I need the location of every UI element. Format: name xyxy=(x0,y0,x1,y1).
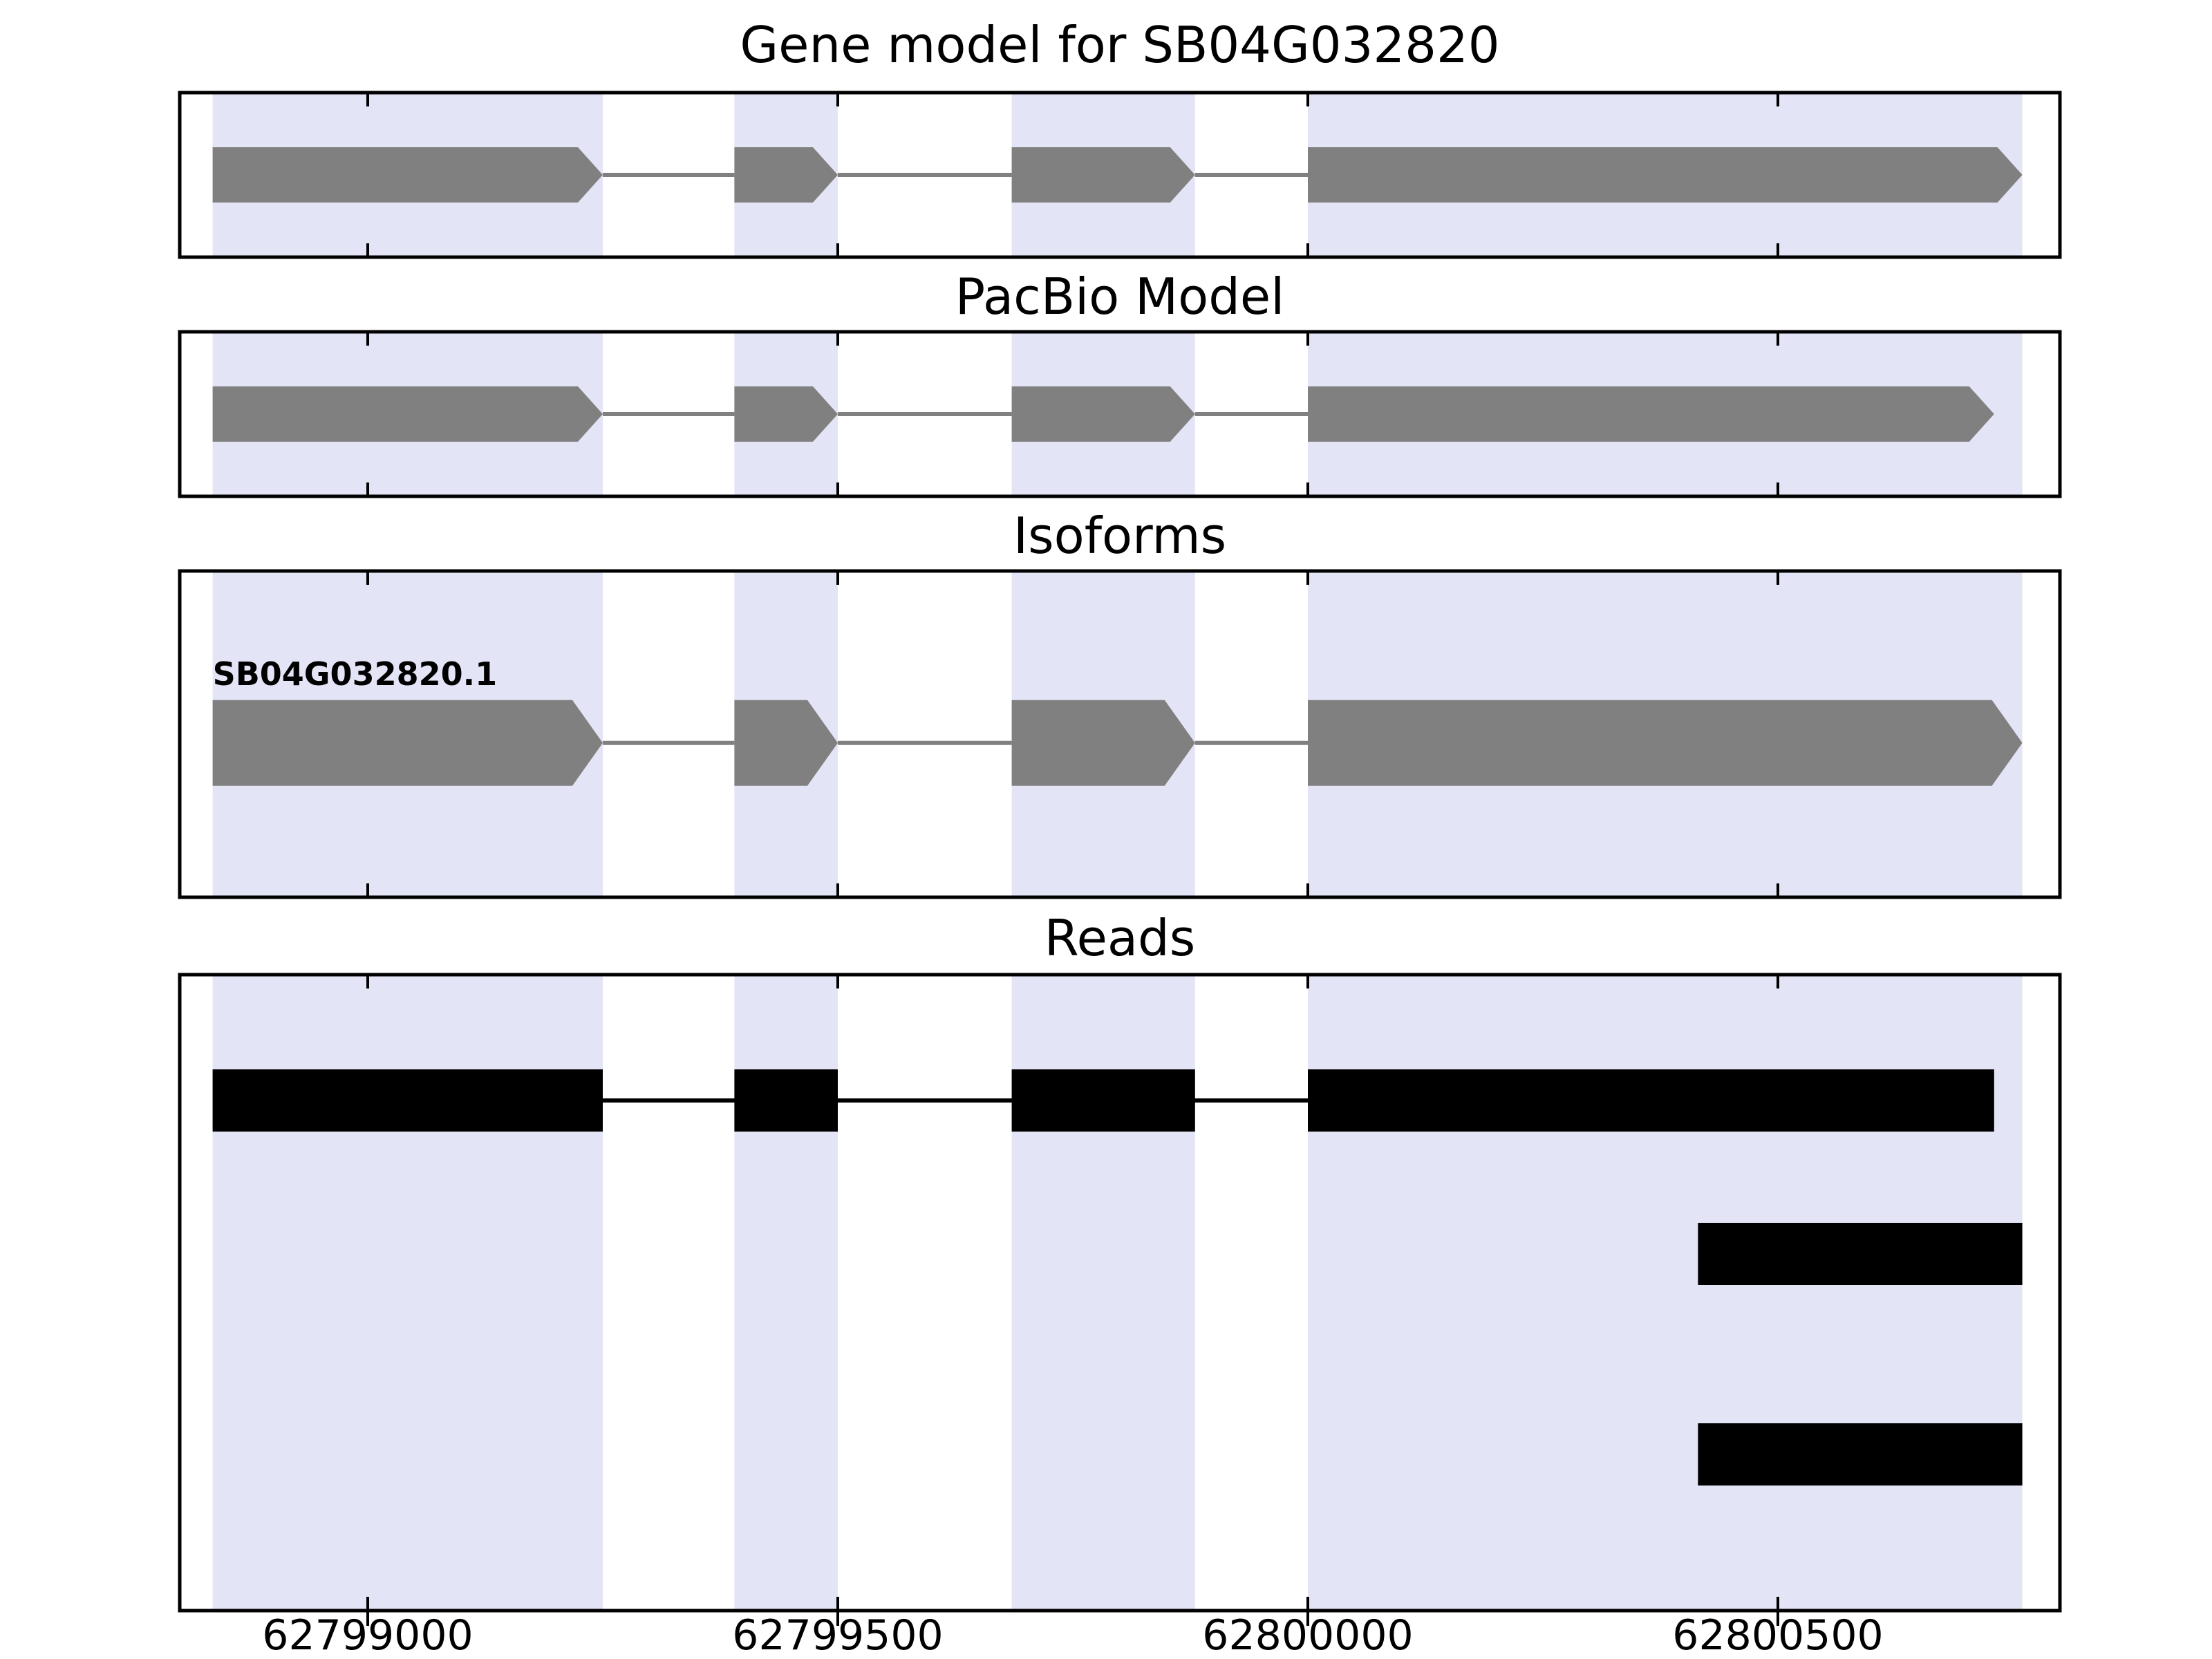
exon xyxy=(1308,147,2023,203)
read-bar xyxy=(1698,1423,2023,1485)
exon xyxy=(1011,700,1195,786)
panel-title-reads: Reads xyxy=(1044,909,1196,967)
panel-border xyxy=(178,973,2062,1613)
x-axis-tick-label: 62800500 xyxy=(1672,1611,1884,1659)
exon xyxy=(212,147,603,203)
x-axis-tick-label: 62800000 xyxy=(1202,1611,1414,1659)
panel-reads xyxy=(178,973,2062,1626)
panel-border xyxy=(178,91,2062,259)
panel-border xyxy=(178,330,2062,498)
panel-pacbio-model xyxy=(178,330,2062,498)
exon xyxy=(1011,386,1195,442)
panel-title-pacbio-model: PacBio Model xyxy=(955,268,1285,326)
x-axis-tick-label: 62799500 xyxy=(732,1611,944,1659)
exon xyxy=(1308,386,1994,442)
exon xyxy=(734,386,838,442)
read-bar xyxy=(1698,1223,2023,1285)
exon xyxy=(1011,147,1195,203)
isoform-label: SB04G032820.1 xyxy=(212,655,498,693)
read-bar xyxy=(734,1069,838,1132)
read-bar xyxy=(212,1069,603,1132)
panel-border xyxy=(178,569,2062,899)
exon xyxy=(1308,700,2023,786)
exon xyxy=(734,147,838,203)
panel-isoforms xyxy=(178,569,2062,899)
panel-title-gene-model: Gene model for SB04G032820 xyxy=(740,16,1500,74)
x-axis-tick-label: 62799000 xyxy=(262,1611,474,1659)
read-bar xyxy=(1011,1069,1195,1132)
panel-title-isoforms: Isoforms xyxy=(1013,507,1227,565)
exon xyxy=(212,386,603,442)
read-bar xyxy=(1308,1069,1994,1132)
panel-gene-model xyxy=(178,91,2062,259)
exon xyxy=(734,700,838,786)
exon xyxy=(212,700,603,786)
